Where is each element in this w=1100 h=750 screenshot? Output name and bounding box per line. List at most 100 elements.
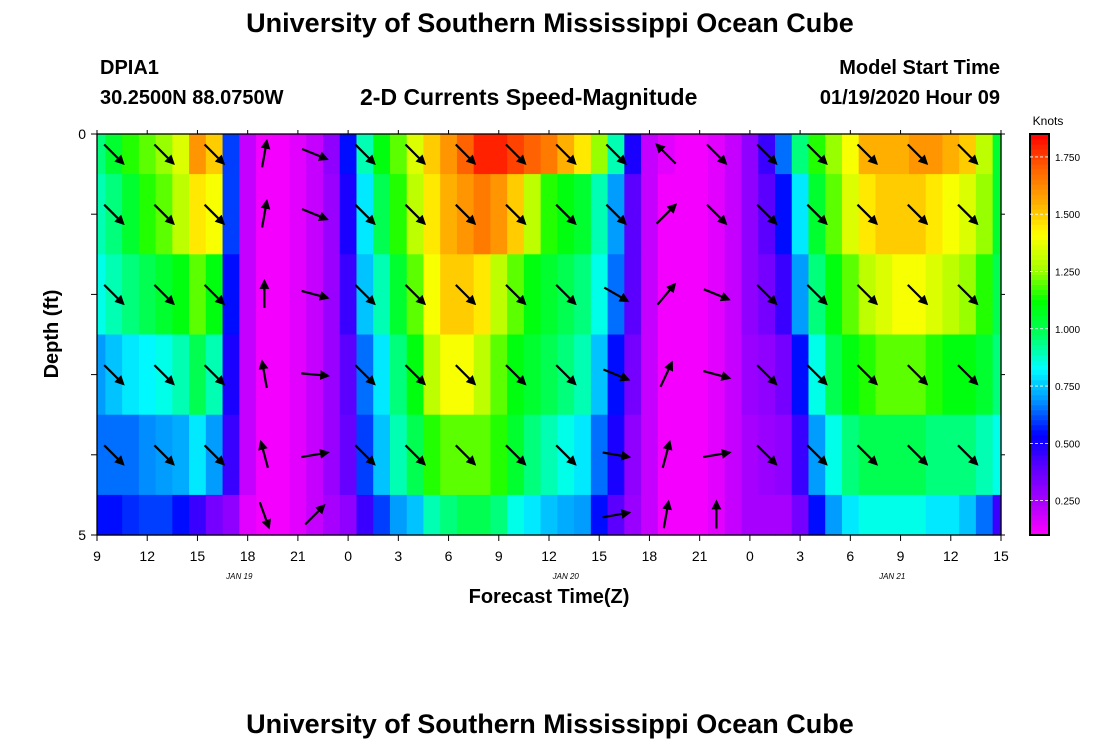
heatmap-cell <box>791 134 810 175</box>
heatmap-cell <box>590 134 609 175</box>
heatmap-cell <box>122 334 140 416</box>
heatmap-cell <box>841 134 860 175</box>
colorbar-segment <box>1030 389 1049 396</box>
heatmap-cell <box>440 334 458 416</box>
current-vector <box>856 444 879 466</box>
heatmap-cell <box>892 174 910 255</box>
heatmap-cell <box>674 494 692 536</box>
heatmap-cell <box>222 414 240 496</box>
heatmap-cell <box>189 134 207 175</box>
heatmap-cell <box>507 494 525 536</box>
heatmap-cell <box>825 174 843 255</box>
heatmap-cell <box>423 334 441 416</box>
heatmap-cell <box>473 134 492 175</box>
heatmap-cell <box>339 494 358 536</box>
heatmap-cell <box>624 414 642 496</box>
heatmap-cell <box>97 134 106 175</box>
x-tick-label: 0 <box>746 548 754 564</box>
heatmap-cell <box>992 254 1002 336</box>
current-vector <box>655 143 677 165</box>
current-vector <box>153 284 175 306</box>
colorbar-segment <box>1030 274 1049 280</box>
heatmap-cell <box>641 334 659 416</box>
colorbar-segment <box>1030 174 1049 180</box>
colorbar-segment <box>1030 154 1049 160</box>
colorbar-segment <box>1030 499 1049 506</box>
heatmap-cell <box>942 494 960 536</box>
heatmap-cell <box>574 414 592 496</box>
heatmap-cell <box>574 254 592 336</box>
heatmap-cell <box>122 414 140 496</box>
colorbar-segment <box>1030 169 1049 175</box>
heatmap-cell <box>389 254 408 336</box>
current-vector <box>661 439 673 469</box>
colorbar-segment <box>1030 309 1049 316</box>
heatmap-cell <box>440 254 458 336</box>
colorbar-segment <box>1030 289 1049 295</box>
heatmap-cell <box>724 334 743 416</box>
current-vector <box>806 364 828 386</box>
heatmap-cell <box>189 174 207 255</box>
colorbar-unit: Knots <box>1033 114 1064 128</box>
colorbar-segment <box>1030 304 1049 311</box>
colorbar-segment <box>1030 399 1049 406</box>
heatmap-cell <box>540 494 558 536</box>
current-vector <box>153 143 175 166</box>
heatmap-cell <box>490 174 508 255</box>
colorbar-segment <box>1030 249 1049 255</box>
heatmap-cell <box>858 494 877 536</box>
heatmap-cell <box>925 334 944 416</box>
heatmap-cell <box>406 494 425 536</box>
heatmap-cell <box>423 414 441 496</box>
colorbar-segment <box>1030 209 1049 215</box>
heatmap-cell <box>691 254 709 336</box>
heatmap-cell <box>423 494 441 536</box>
heatmap-cell <box>691 134 709 175</box>
heatmap-cell <box>490 494 508 536</box>
current-vector <box>153 364 175 386</box>
heatmap-cell <box>523 254 542 336</box>
colorbar-segment <box>1030 324 1049 331</box>
heatmap-cell <box>97 494 106 536</box>
heatmap-cell <box>189 414 207 496</box>
current-vector <box>505 364 527 386</box>
heatmap-cell <box>339 254 358 336</box>
heatmap-cell <box>339 134 358 175</box>
colorbar-segment <box>1030 374 1049 381</box>
current-vector <box>756 203 778 226</box>
heatmap-cell <box>289 254 307 336</box>
heatmap-cell <box>674 254 692 336</box>
heatmap-cell <box>942 334 960 416</box>
current-vector <box>103 203 125 226</box>
heatmap-cell <box>323 334 341 416</box>
heatmap-cell <box>523 494 542 536</box>
x-tick-label: 15 <box>993 548 1009 564</box>
current-vector <box>555 284 577 306</box>
heatmap-cell <box>239 134 257 175</box>
current-vector <box>203 284 226 306</box>
heatmap-cell <box>473 174 492 255</box>
heatmap-cell <box>641 494 659 536</box>
x-tick-label: 18 <box>642 548 658 564</box>
colorbar-segment <box>1030 219 1049 225</box>
heatmap-cell <box>172 174 190 255</box>
current-vector <box>505 203 527 226</box>
heatmap-cell <box>892 414 910 496</box>
current-vector <box>706 203 728 226</box>
colorbar-segment <box>1030 184 1049 190</box>
heatmap-cell <box>239 334 257 416</box>
current-vector <box>706 143 728 166</box>
heatmap-cell <box>875 334 893 416</box>
current-vector <box>153 444 175 466</box>
heatmap-cell <box>925 134 944 175</box>
heatmap-cell <box>323 254 341 336</box>
current-vector <box>203 143 226 166</box>
current-vector <box>907 143 929 166</box>
heatmap-cell <box>172 494 190 536</box>
current-vectors <box>103 138 979 530</box>
heatmap-cell <box>942 174 960 255</box>
x-axis: 9 12 15 18 21 0 3 6 9 12 15 18 21 0 3 6 9 12 15 JAN 19 JAN 2… <box>93 130 1009 581</box>
current-vector <box>856 143 879 166</box>
heatmap-cell <box>791 494 810 536</box>
heatmap-cell <box>791 334 810 416</box>
